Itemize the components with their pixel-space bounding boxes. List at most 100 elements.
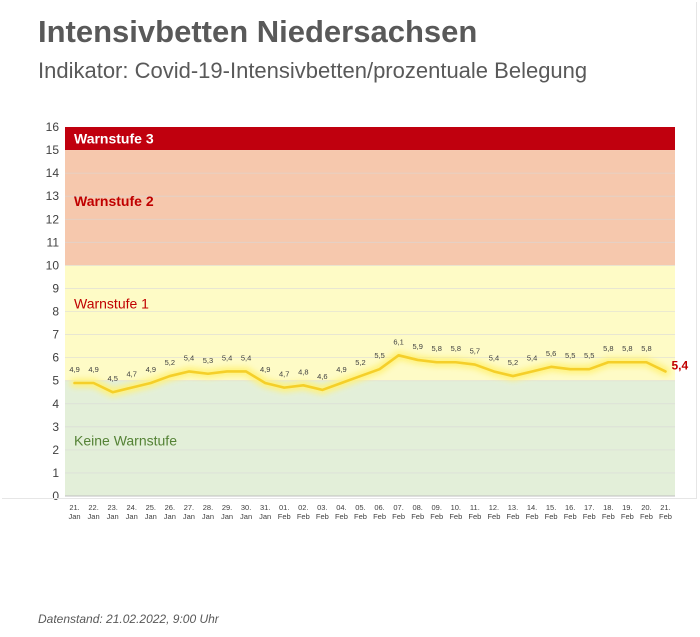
data-label: 5,4 bbox=[241, 353, 251, 362]
y-tick-label: 2 bbox=[52, 443, 59, 457]
data-labels: 4,9 4,9 4,5 4,7 4,9 5,2 5,4 5,3 5,4 5,4 4,9 4,7 4,8 4… bbox=[69, 337, 688, 383]
data-label: 5,2 bbox=[508, 358, 518, 367]
x-tick-label: 13. Feb bbox=[507, 503, 520, 521]
x-tick-label: 15. Feb bbox=[545, 503, 558, 521]
data-label: 5,5 bbox=[584, 351, 594, 360]
gridlines bbox=[65, 172, 675, 497]
x-tick-label: 30. Jan bbox=[240, 503, 252, 521]
data-label: 5,9 bbox=[412, 342, 422, 351]
band-labels: Warnstufe 3 Warnstufe 2 Warnstufe 1 Keine W… bbox=[74, 131, 177, 449]
x-tick-label: 07. Feb bbox=[392, 503, 405, 521]
x-tick-label: 21. Feb bbox=[659, 503, 672, 521]
chart-title: Intensivbetten Niedersachsen bbox=[38, 14, 478, 49]
y-tick-label: 3 bbox=[52, 420, 59, 434]
band-label: Keine Warnstufe bbox=[74, 433, 177, 449]
band-1 bbox=[65, 150, 675, 266]
x-tick-label: 22. Jan bbox=[88, 503, 100, 521]
data-label: 5,5 bbox=[565, 351, 575, 360]
x-tick-label: 18. Feb bbox=[602, 503, 615, 521]
data-label: 5,2 bbox=[355, 358, 365, 367]
x-tick-label: 12. Feb bbox=[487, 503, 500, 521]
x-tick-label: 29. Jan bbox=[221, 503, 233, 521]
band-3 bbox=[65, 380, 675, 496]
band-0 bbox=[65, 127, 675, 151]
y-tick-label: 16 bbox=[46, 120, 60, 134]
data-label: 5,8 bbox=[603, 344, 613, 353]
data-label: 5,5 bbox=[374, 351, 384, 360]
data-label: 4,9 bbox=[336, 365, 346, 374]
x-tick-label: 05. Feb bbox=[354, 503, 367, 521]
x-axis-ticks: 21. Jan 22. Jan 23. Jan 24. Jan 25. Jan 26. Jan 27. J… bbox=[68, 503, 671, 521]
x-tick-label: 10. Feb bbox=[449, 503, 462, 521]
data-label: 4,9 bbox=[146, 365, 156, 374]
data-label: 4,6 bbox=[317, 372, 327, 381]
data-timestamp: Datenstand: 21.02.2022, 9:00 Uhr bbox=[38, 612, 219, 626]
band-label: Warnstufe 2 bbox=[74, 193, 154, 209]
data-label: 4,9 bbox=[260, 365, 270, 374]
x-tick-label: 21. Jan bbox=[68, 503, 80, 521]
x-tick-label: 14. Feb bbox=[526, 503, 539, 521]
data-label: 5,8 bbox=[432, 344, 442, 353]
data-label: 5,4 bbox=[184, 353, 194, 362]
x-tick-label: 20. Feb bbox=[640, 503, 653, 521]
y-tick-label: 8 bbox=[52, 305, 59, 319]
data-label: 5,4 bbox=[222, 353, 232, 362]
y-tick-label: 7 bbox=[52, 328, 59, 342]
x-tick-label: 19. Feb bbox=[621, 503, 634, 521]
y-tick-label: 4 bbox=[52, 397, 59, 411]
x-tick-label: 16. Feb bbox=[564, 503, 577, 521]
data-label: 4,8 bbox=[298, 367, 308, 376]
data-label: 5,3 bbox=[203, 356, 213, 365]
y-tick-label: 15 bbox=[46, 143, 60, 157]
data-label: 4,7 bbox=[127, 370, 137, 379]
x-tick-label: 11. Feb bbox=[468, 503, 481, 521]
y-tick-label: 11 bbox=[47, 235, 60, 249]
data-label: 5,8 bbox=[451, 344, 461, 353]
data-label: 5,8 bbox=[622, 344, 632, 353]
series-line bbox=[70, 350, 670, 397]
x-tick-label: 17. Feb bbox=[583, 503, 596, 521]
x-tick-label: 25. Jan bbox=[145, 503, 157, 521]
y-tick-label: 9 bbox=[52, 281, 59, 295]
data-label: 5,2 bbox=[165, 358, 175, 367]
band-label: Warnstufe 3 bbox=[74, 131, 154, 147]
y-tick-label: 13 bbox=[46, 189, 60, 203]
x-tick-label: 27. Jan bbox=[183, 503, 195, 521]
chart-subtitle: Indikator: Covid-19-Intensivbetten/proze… bbox=[38, 58, 588, 83]
series-line-path bbox=[73, 354, 667, 394]
x-tick-label: 24. Jan bbox=[126, 503, 138, 521]
y-tick-label: 0 bbox=[52, 489, 59, 503]
x-tick-label: 01. Feb bbox=[278, 503, 291, 521]
band-2 bbox=[65, 265, 675, 381]
y-tick-label: 1 bbox=[52, 466, 59, 480]
warning-bands bbox=[65, 127, 675, 496]
x-tick-label: 23. Jan bbox=[107, 503, 119, 521]
data-label: 5,8 bbox=[641, 344, 651, 353]
data-label: 5,4 bbox=[489, 353, 499, 362]
x-tick-label: 06. Feb bbox=[373, 503, 386, 521]
data-label: 4,9 bbox=[88, 365, 98, 374]
data-label: 4,9 bbox=[69, 365, 79, 374]
data-label: 6,1 bbox=[393, 337, 403, 346]
x-tick-label: 28. Jan bbox=[202, 503, 214, 521]
data-label: 5,6 bbox=[546, 349, 556, 358]
y-tick-label: 6 bbox=[52, 351, 59, 365]
x-tick-label: 02. Feb bbox=[297, 503, 310, 521]
data-label: 5,7 bbox=[470, 347, 480, 356]
x-tick-label: 08. Feb bbox=[411, 503, 424, 521]
x-tick-label: 03. Feb bbox=[316, 503, 329, 521]
y-tick-label: 12 bbox=[46, 212, 60, 226]
data-label: 4,5 bbox=[107, 374, 117, 383]
y-tick-label: 5 bbox=[52, 374, 59, 388]
x-tick-label: 09. Feb bbox=[430, 503, 443, 521]
x-tick-label: 04. Feb bbox=[335, 503, 348, 521]
y-tick-label: 10 bbox=[46, 258, 60, 272]
band-label: Warnstufe 1 bbox=[74, 295, 149, 311]
y-tick-label: 14 bbox=[46, 166, 60, 180]
x-tick-label: 31. Jan bbox=[259, 503, 271, 521]
x-tick-label: 26. Jan bbox=[164, 503, 176, 521]
data-label-latest: 5,4 bbox=[671, 358, 688, 372]
data-label: 4,7 bbox=[279, 370, 289, 379]
